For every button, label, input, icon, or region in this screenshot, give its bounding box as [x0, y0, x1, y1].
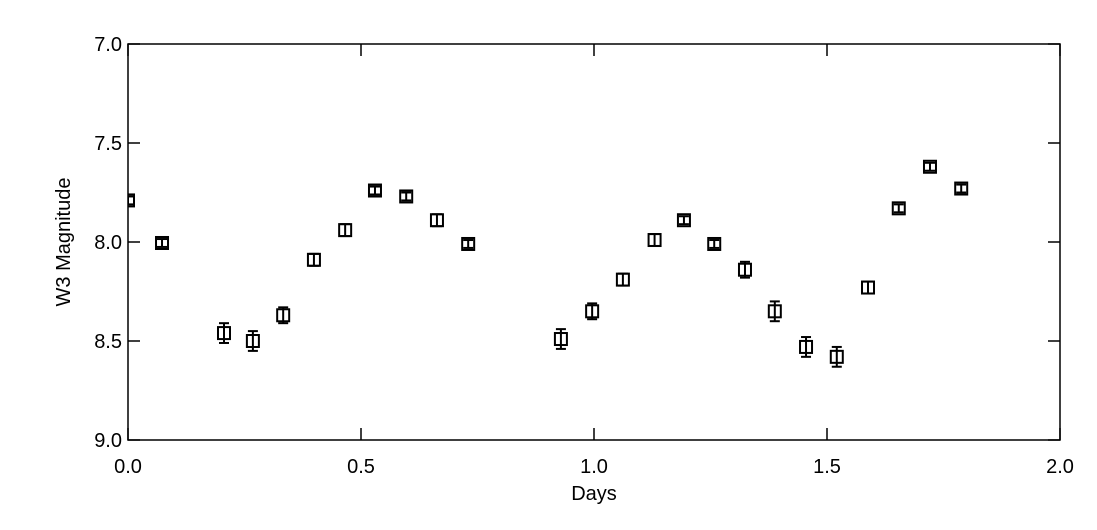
data-point [245, 334, 260, 348]
data-point [461, 236, 476, 251]
error-bar [893, 203, 904, 214]
x-tick-label: 0.0 [114, 456, 142, 478]
x-tick-label: 0.5 [347, 456, 375, 478]
data-point [767, 304, 782, 319]
error-bar [678, 215, 689, 226]
plot-frame [127, 43, 1061, 441]
y-tick-label: 8.5 [94, 331, 122, 353]
data-point [891, 201, 906, 216]
y-tick-label: 7.0 [94, 34, 122, 56]
error-bar [709, 239, 720, 249]
error-bar [463, 239, 474, 249]
error-bar [924, 161, 935, 172]
error-bar [308, 252, 319, 267]
y-tick-label: 7.5 [94, 133, 122, 155]
x-axis-label: Days [571, 483, 617, 505]
error-bar [401, 191, 412, 202]
y-tick-label: 9.0 [94, 430, 122, 452]
error-bar [863, 280, 874, 295]
error-bar [128, 195, 133, 206]
error-bar [157, 238, 168, 248]
data-point [585, 304, 600, 319]
data-point [922, 159, 937, 174]
y-axis-label: W3 Magnitude [53, 178, 75, 307]
x-tick-label: 2.0 [1046, 456, 1074, 478]
data-point [737, 262, 752, 277]
plot-area [128, 159, 969, 368]
error-bar [431, 213, 442, 228]
data-point [128, 193, 135, 208]
data-point [676, 213, 691, 228]
data-point [707, 236, 722, 251]
data-point [615, 272, 630, 287]
data-point [306, 252, 321, 267]
x-tick-label: 1.0 [580, 456, 608, 478]
error-bar [956, 183, 967, 194]
data-point [155, 235, 170, 250]
error-bar [340, 223, 351, 238]
data-point [829, 349, 844, 364]
data-point [429, 213, 444, 228]
data-point [799, 339, 814, 354]
data-point [367, 183, 382, 198]
error-bar [369, 185, 380, 196]
data-point [338, 223, 353, 238]
data-point [276, 308, 291, 323]
data-point [399, 189, 414, 204]
data-point [216, 326, 231, 341]
x-tick-label: 1.5 [813, 456, 841, 478]
error-bar [617, 272, 628, 287]
data-point [553, 332, 568, 347]
error-bar [649, 233, 660, 247]
y-tick-label: 8.0 [94, 232, 122, 254]
data-point [954, 181, 969, 196]
data-point [647, 233, 662, 248]
data-point [861, 280, 876, 295]
